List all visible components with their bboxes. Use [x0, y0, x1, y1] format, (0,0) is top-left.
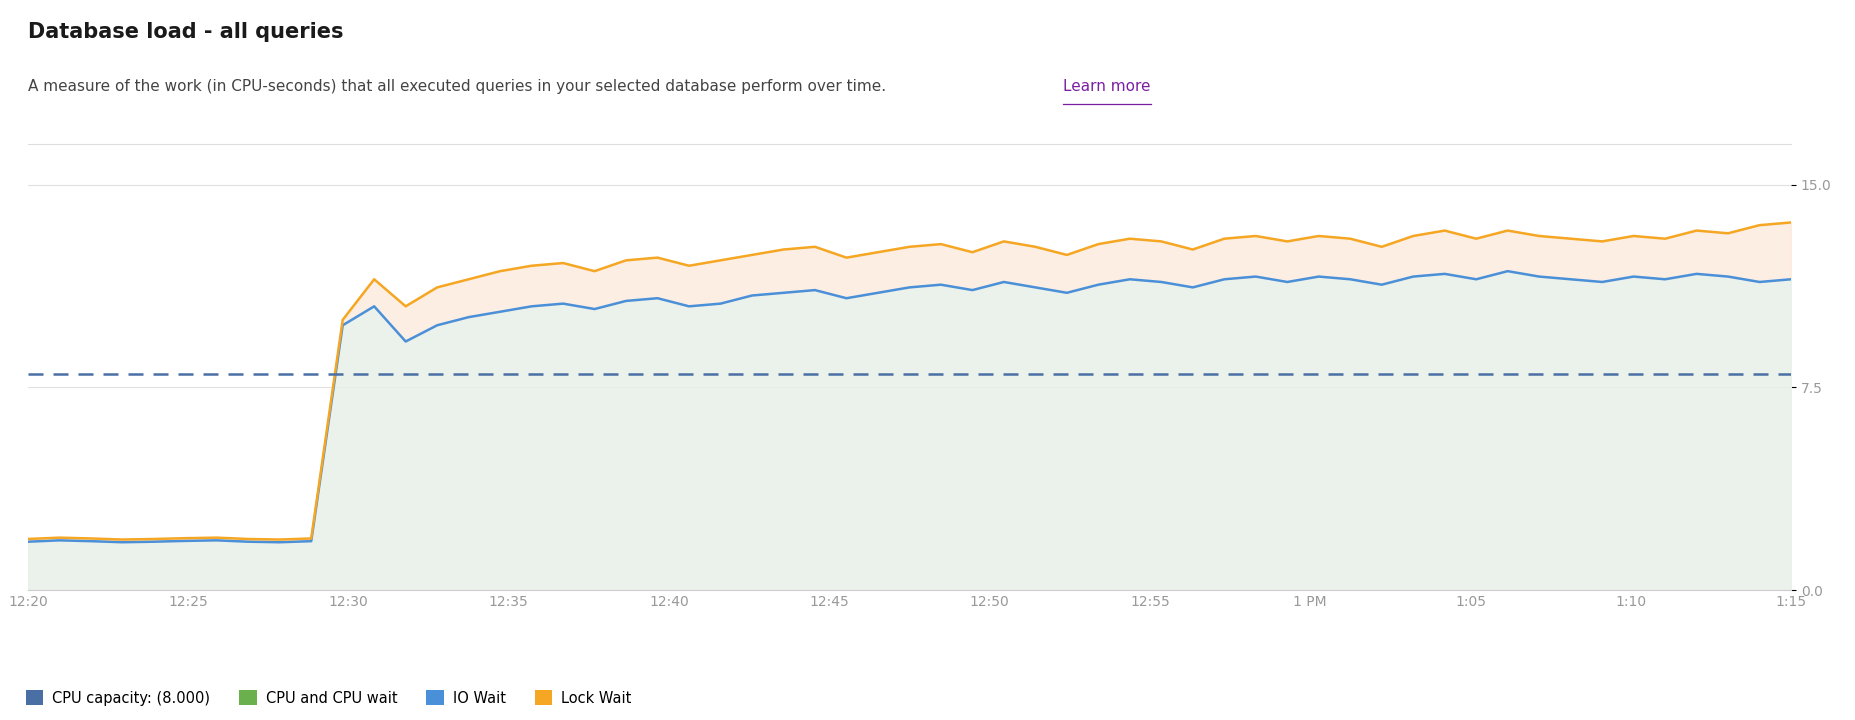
Text: Database load - all queries: Database load - all queries [28, 22, 343, 42]
Text: A measure of the work (in CPU-seconds) that all executed queries in your selecte: A measure of the work (in CPU-seconds) t… [28, 79, 885, 94]
Legend: CPU capacity: (8.000), CPU and CPU wait, IO Wait, Lock Wait: CPU capacity: (8.000), CPU and CPU wait,… [26, 690, 631, 706]
Text: Learn more: Learn more [1063, 79, 1150, 94]
